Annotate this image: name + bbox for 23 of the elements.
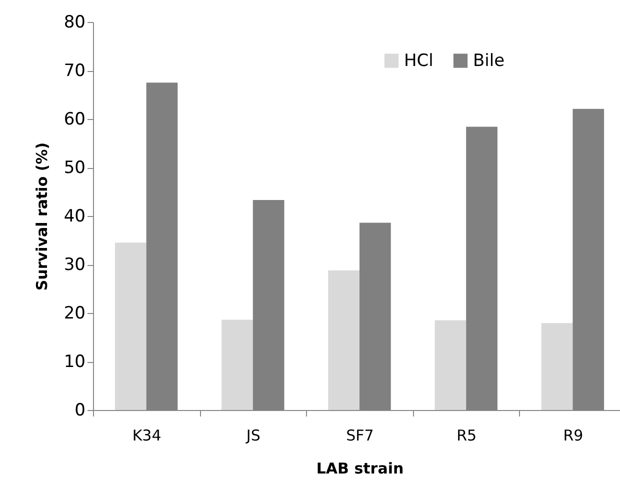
x-tick-label: K34 <box>132 426 162 444</box>
legend-label: Bile <box>473 50 505 71</box>
y-tick-label: 0 <box>74 400 86 420</box>
bar <box>222 320 253 410</box>
x-tick-label: R5 <box>456 426 477 444</box>
y-tick-label: 20 <box>64 304 86 324</box>
y-tick-label: 40 <box>64 206 86 226</box>
bar <box>328 270 360 410</box>
y-axis-title: Survival ratio (%) <box>32 142 51 291</box>
bar <box>434 320 466 410</box>
x-axis-title: LAB strain <box>316 460 404 478</box>
y-tick-label: 80 <box>64 12 86 32</box>
bar <box>541 323 573 410</box>
y-tick-label: 70 <box>64 61 86 81</box>
y-tick-label: 60 <box>64 110 86 130</box>
x-tick-label: SF7 <box>346 426 374 444</box>
y-tick-label: 30 <box>64 255 86 275</box>
y-tick-label: 50 <box>64 158 86 178</box>
y-tick-label: 10 <box>64 352 86 372</box>
x-tick-label: JS <box>245 426 260 444</box>
legend-label: HCl <box>404 50 434 71</box>
x-tick-label: R9 <box>563 426 584 444</box>
bar <box>114 242 146 410</box>
